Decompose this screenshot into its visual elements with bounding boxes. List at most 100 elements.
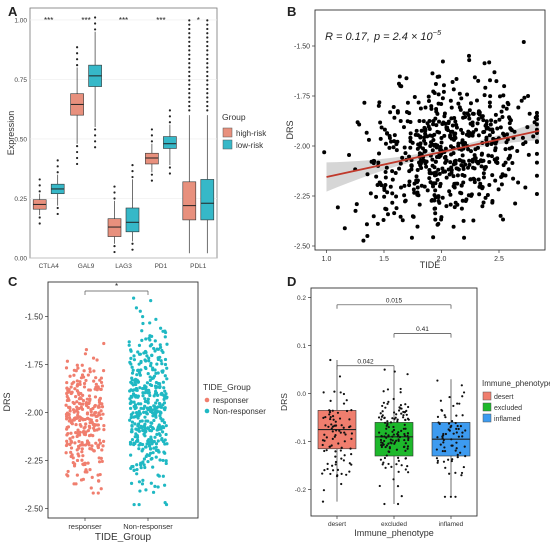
jitter-point <box>155 432 159 436</box>
outlier-point <box>150 134 153 137</box>
jitter-point <box>135 472 139 476</box>
jitter-point <box>449 495 452 498</box>
outlier-point <box>188 23 191 26</box>
outlier-point <box>113 197 116 200</box>
scatter-point <box>469 193 474 198</box>
jitter-point <box>143 415 147 419</box>
jitter-point <box>78 418 82 423</box>
scatter-point <box>335 205 340 210</box>
jitter-point <box>144 445 148 449</box>
scatter-point <box>411 187 416 192</box>
jitter-point <box>141 478 145 482</box>
jitter-point <box>395 439 398 442</box>
scatter-point <box>411 214 416 219</box>
scatter-point <box>433 211 438 216</box>
jitter-point <box>145 406 149 410</box>
jitter-point <box>460 474 463 477</box>
jitter-point <box>458 402 461 405</box>
jitter-point <box>129 380 133 384</box>
outlier-point <box>188 27 191 31</box>
jitter-point <box>162 386 166 390</box>
jitter-point <box>68 409 72 413</box>
jitter-point <box>400 412 403 415</box>
jitter-point <box>406 434 409 438</box>
jitter-point <box>325 449 328 452</box>
jitter-point <box>73 462 77 466</box>
jitter-point <box>454 471 457 474</box>
outlier-point <box>113 244 116 248</box>
outlier-point <box>131 175 134 179</box>
jitter-point <box>435 448 438 451</box>
scatter-point <box>430 71 435 76</box>
scatter-point <box>467 108 472 113</box>
scatter-point <box>427 126 432 131</box>
scatter-point <box>379 125 384 130</box>
jitter-point <box>129 348 133 352</box>
scatter-point <box>440 59 445 64</box>
scatter-point <box>376 160 381 165</box>
scatter-point <box>493 119 498 124</box>
jitter-point <box>130 376 134 380</box>
jitter-point <box>134 382 138 387</box>
scatter-point <box>502 84 507 89</box>
legend-d-label-inflamed: inflamed <box>494 416 521 423</box>
jitter-point <box>139 466 143 470</box>
jitter-point <box>385 424 388 427</box>
jitter-point <box>76 452 80 456</box>
jitter-point <box>88 426 92 430</box>
scatter-point <box>476 109 481 114</box>
scatter-point <box>342 226 347 231</box>
jitter-point <box>163 483 167 487</box>
scatter-point <box>426 99 431 104</box>
scatter-point <box>427 176 432 181</box>
jitter-point <box>327 425 330 428</box>
outlier-point <box>150 179 153 182</box>
jitter-point <box>400 464 403 467</box>
scatter-point <box>435 177 440 182</box>
jitter-point <box>439 443 442 446</box>
scatter-point <box>394 142 399 147</box>
scatter-point <box>387 145 392 150</box>
jitter-point <box>340 472 343 475</box>
jitter-point <box>338 375 342 378</box>
scatter-point <box>498 94 503 99</box>
x-tick-label: 2.0 <box>437 256 447 263</box>
outlier-point <box>94 146 97 149</box>
legend-d-label-desert: desert <box>494 394 514 401</box>
scatter-point <box>466 53 471 58</box>
outlier-point <box>131 169 134 173</box>
outlier-point <box>188 70 191 73</box>
box <box>163 136 177 149</box>
jitter-point <box>151 490 156 494</box>
jitter-point <box>142 424 146 428</box>
scatter-point <box>398 214 403 219</box>
scatter-point <box>403 199 408 204</box>
scatter-point <box>426 94 431 99</box>
plot-c-frame <box>47 281 199 519</box>
scatter-point <box>483 195 488 200</box>
jitter-point <box>66 469 70 474</box>
jitter-point <box>454 495 457 498</box>
scatter-point <box>448 202 453 207</box>
legend-d-key-inflamed <box>482 413 492 423</box>
jitter-point <box>447 422 451 425</box>
jitter-point <box>76 428 80 432</box>
jitter-point <box>331 469 335 472</box>
jitter-point <box>343 454 346 457</box>
jitter-point <box>92 449 96 453</box>
jitter-point <box>163 329 167 333</box>
scatter-point <box>433 159 438 164</box>
jitter-point <box>88 447 92 451</box>
scatter-point <box>444 158 449 163</box>
scatter-point <box>421 146 426 151</box>
jitter-point <box>338 417 342 420</box>
jitter-point <box>459 451 462 454</box>
y-tick-label: -1.50 <box>25 313 44 322</box>
jitter-point <box>99 409 103 413</box>
scatter-point <box>431 89 436 94</box>
chart-b-svg: B DRS TIDE -1.50 -1.75 -2.00 -2.25 -2.50 1.0… <box>285 4 546 270</box>
y-tick-label: 0.50 <box>14 136 27 143</box>
scatter-point <box>400 218 405 223</box>
scatter-point <box>534 160 539 165</box>
outlier-point <box>188 32 191 35</box>
